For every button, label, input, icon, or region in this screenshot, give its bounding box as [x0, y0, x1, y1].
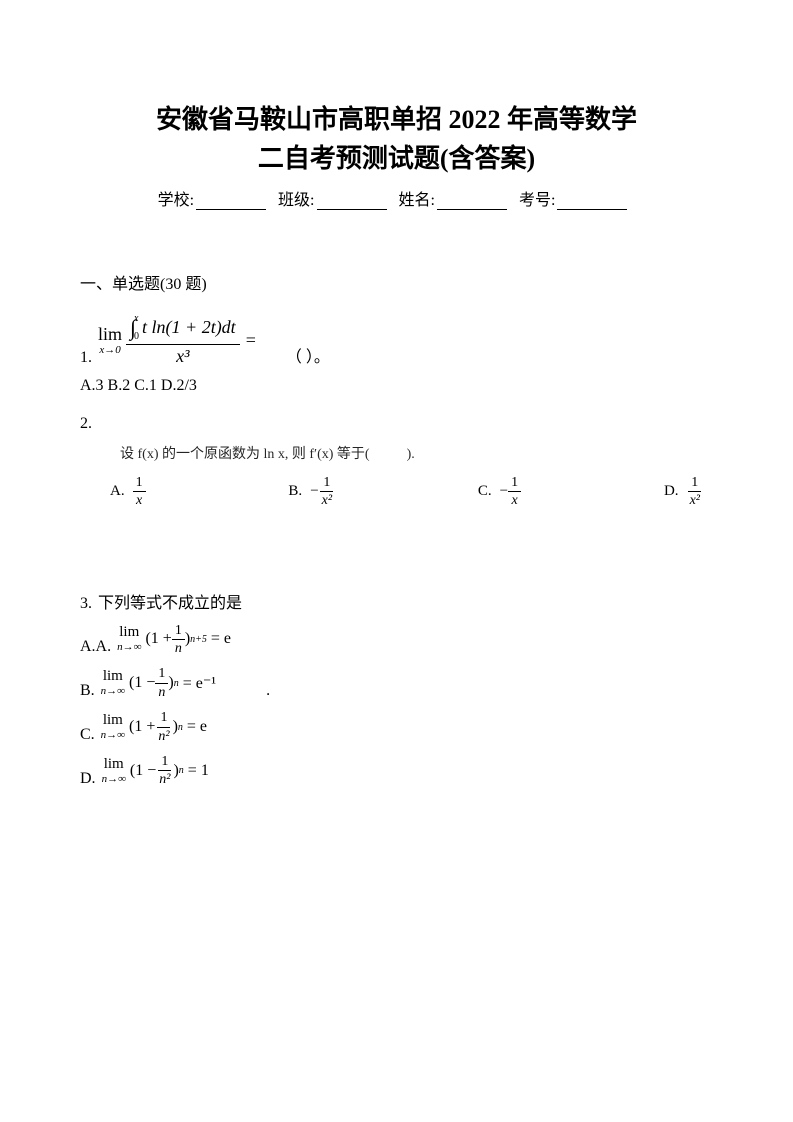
q3-option-b: B. limn→∞ (1 − 1n )n = e⁻¹ . [80, 666, 713, 700]
integral-sign: ∫ [130, 316, 136, 340]
info-row: 学校: 班级: 姓名: 考号: [80, 186, 713, 210]
q2-number: 2. [80, 415, 707, 433]
title-line-1: 安徽省马鞍山市高职单招 2022 年高等数学 [80, 100, 713, 139]
q1-denom: x³ [172, 345, 193, 367]
exam-no-label: 考号: [519, 192, 555, 209]
q1-lim-sub: x→0 [99, 345, 120, 356]
q3-option-d: D. limn→∞ (1 − 1n² )n = 1 [80, 754, 713, 788]
q1-expression: lim x→0 ∫ x 0 t ln(1 + 2t)dt x³ = [98, 314, 256, 367]
q2-option-a: A. 1x [110, 475, 146, 509]
name-label: 姓名: [399, 192, 435, 209]
q3-number: 3. [80, 595, 92, 612]
q2-option-d: D. 1x² [664, 475, 703, 509]
q2-options: A. 1x B. − 1x² C. − 1x D. 1x² [80, 475, 713, 509]
page-title: 安徽省马鞍山市高职单招 2022 年高等数学 二自考预测试题(含答案) [80, 100, 713, 178]
question-1: 1. lim x→0 ∫ x 0 t ln(1 + 2t)dt [80, 314, 713, 395]
q2-stem: 设 f(x) 的一个原函数为 ln x, 则 f′(x) 等于( ). [120, 443, 713, 463]
q1-eq: = [246, 330, 256, 351]
q1-lim: lim [98, 325, 122, 343]
question-3: 3. 下列等式不成立的是 A.A. limn→∞ (1 + 1n )n+5 = e… [80, 589, 713, 788]
q2-option-c: C. − 1x [478, 475, 521, 509]
name-blank[interactable] [437, 194, 507, 210]
q3-stem: 下列等式不成立的是 [98, 595, 242, 612]
class-label: 班级: [278, 192, 314, 209]
q3-option-c: C. limn→∞ (1 + 1n² )n = e [80, 710, 713, 744]
school-label: 学校: [158, 192, 194, 209]
q1-options: A.3 B.2 C.1 D.2/3 [80, 377, 713, 395]
class-blank[interactable] [317, 194, 387, 210]
question-2: 2. 设 f(x) 的一个原函数为 ln x, 则 f′(x) 等于( ). A… [80, 415, 713, 509]
q1-paren: （ ）。 [286, 343, 330, 367]
title-line-2: 二自考预测试题(含答案) [80, 139, 713, 178]
exam-no-blank[interactable] [557, 194, 627, 210]
q3-option-a: A.A. limn→∞ (1 + 1n )n+5 = e [80, 623, 713, 657]
q1-number: 1. [80, 349, 92, 367]
q2-option-b: B. − 1x² [288, 475, 335, 509]
section-title: 一、单选题(30 题) [80, 270, 713, 294]
school-blank[interactable] [196, 194, 266, 210]
integrand: t ln(1 + 2t)dt [142, 318, 236, 338]
